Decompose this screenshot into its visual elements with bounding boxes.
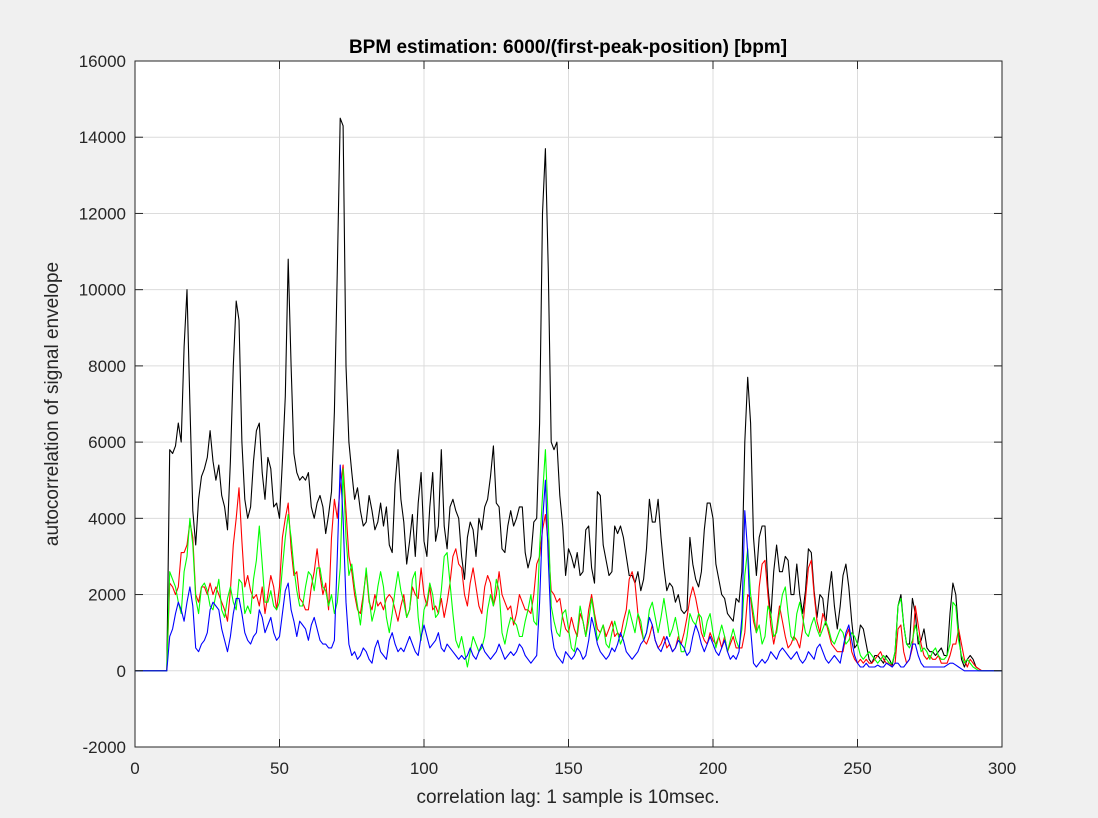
series-line-4 (135, 464, 1002, 672)
ticks (134, 60, 1003, 748)
y-tick-label: 14000 (79, 128, 126, 147)
x-tick-label: 100 (410, 759, 438, 778)
tick-labels: 0 50 100 150 200 250 300-200002000400060008000… (79, 52, 1016, 778)
y-tick-label: 2000 (88, 586, 126, 605)
series-line-2 (135, 464, 1002, 672)
series-line-3 (135, 449, 1002, 672)
series-group (135, 117, 1002, 672)
y-tick-label: -2000 (83, 738, 126, 757)
y-tick-label: 6000 (88, 433, 126, 452)
x-tick-label: 300 (988, 759, 1016, 778)
y-tick-label: 8000 (88, 357, 126, 376)
x-axis-label: correlation lag: 1 sample is 10msec. (416, 787, 719, 808)
y-tick-label: 16000 (79, 52, 126, 71)
y-tick-label: 4000 (88, 509, 126, 528)
grid-lines (135, 61, 1002, 747)
y-axis-label: autocorrelation of signal envelope (42, 262, 63, 546)
series-line-1 (135, 117, 1002, 672)
x-tick-label: 200 (699, 759, 727, 778)
y-tick-label: 12000 (79, 204, 126, 223)
y-tick-label: 0 (117, 662, 126, 681)
x-tick-label: 50 (270, 759, 289, 778)
x-tick-label: 150 (554, 759, 582, 778)
y-tick-label: 10000 (79, 281, 126, 300)
x-tick-label: 0 (130, 759, 139, 778)
x-tick-label: 250 (843, 759, 871, 778)
chart-title: BPM estimation: 6000/(first-peak-positio… (349, 37, 787, 58)
